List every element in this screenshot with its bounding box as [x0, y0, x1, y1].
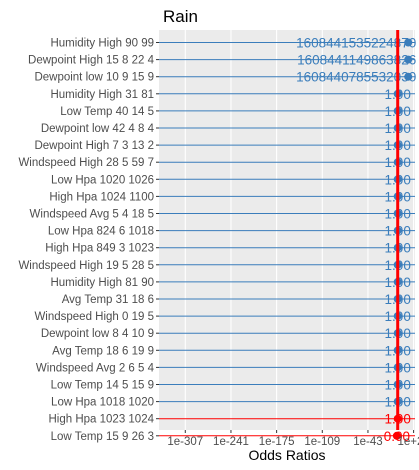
- data-point: [404, 72, 413, 81]
- data-row: Windspeed Avg 2 6 5 41.00: [36, 360, 415, 375]
- y-tick-label: Dewpoint low 10 9 15 9: [34, 72, 154, 84]
- x-tick-label: 1e-43: [353, 436, 382, 448]
- x-tick-label: 1e-109: [304, 436, 340, 448]
- y-tick-label: Dewpoint High 15 8 22 4: [28, 55, 155, 67]
- data-row: Windspeed High 19 5 28 51.00: [18, 258, 415, 273]
- data-row: Dewpoint low 8 4 10 91.00: [41, 326, 415, 341]
- y-tick-label: Avg Temp 18 6 19 9: [52, 345, 154, 357]
- y-tick-label: High Hpa 1023 1024: [49, 414, 155, 426]
- y-tick-label: Low Temp 40 14 5: [60, 106, 154, 118]
- y-tick-label: Windspeed High 19 5 28 5: [18, 260, 154, 272]
- y-tick-label: Dewpoint High 7 3 13 2: [34, 140, 154, 152]
- data-point: [404, 55, 413, 64]
- y-tick-label: Low Hpa 824 6 1018: [48, 226, 154, 238]
- data-label: 1608441535224870: [296, 36, 416, 51]
- y-tick-label: Low Temp 14 5 15 9: [51, 380, 154, 392]
- y-tick-label: Low Temp 15 9 26 3: [51, 431, 154, 443]
- data-label: 1608441149863826: [297, 53, 416, 68]
- data-label: 0.00: [384, 429, 410, 444]
- x-tick-label: 1e+23: [397, 436, 419, 448]
- y-tick-label: Humidity High 90 99: [50, 38, 154, 50]
- y-tick-label: Humidity High 81 90: [50, 277, 154, 289]
- data-point: [392, 431, 401, 440]
- y-tick-label: Low Hpa 1020 1026: [51, 174, 154, 186]
- data-row: Humidity High 90 99 1608441535224870: [50, 36, 416, 51]
- y-tick-label: Dewpoint low 8 4 10 9: [41, 328, 154, 340]
- data-row: Low Hpa 1020 10261.00: [51, 172, 415, 187]
- data-row: Avg Temp 31 18 61.00: [62, 292, 415, 307]
- data-point: [404, 38, 413, 47]
- x-axis-label: Odds Ratios: [248, 447, 325, 463]
- data-row: Windspeed Avg 5 4 18 51.00: [30, 207, 415, 222]
- y-tick-label: Dewpoint low 42 4 8 4: [41, 123, 155, 135]
- x-tick-label: 1e-175: [259, 436, 295, 448]
- data-row: Dewpoint low 10 9 15 9 1608440785532030: [34, 70, 416, 85]
- y-tick-label: Windspeed Avg 5 4 18 5: [30, 209, 154, 221]
- data-row: Low Temp 15 9 26 3 0.00: [51, 429, 415, 444]
- y-tick-label: Windspeed High 0 19 5: [34, 311, 154, 323]
- y-tick-label: Windspeed Avg 2 6 5 4: [36, 362, 155, 374]
- data-label: 1608440785532030: [296, 70, 416, 85]
- x-tick-label: 1e-307: [167, 436, 203, 448]
- plot-panel: [159, 30, 415, 430]
- x-gridlines: [184, 30, 415, 430]
- x-axis-ticks: 1e-307 1e-241 1e-175 1e-109 1e-43 1e+23: [167, 430, 419, 448]
- x-tick-label: 1e-241: [213, 436, 249, 448]
- y-tick-label: Avg Temp 31 18 6: [62, 294, 154, 306]
- chart-title: Rain: [163, 7, 198, 26]
- y-tick-label: High Hpa 1024 1100: [49, 191, 154, 203]
- y-tick-label: High Hpa 849 3 1023: [45, 243, 154, 255]
- y-tick-label: Windspeed High 28 5 59 7: [18, 157, 154, 169]
- data-row: Dewpoint High 15 8 22 4 1608441149863826: [28, 53, 416, 68]
- y-tick-label: Humidity High 31 81: [50, 89, 154, 101]
- y-tick-label: Low Hpa 1018 1020: [51, 397, 154, 409]
